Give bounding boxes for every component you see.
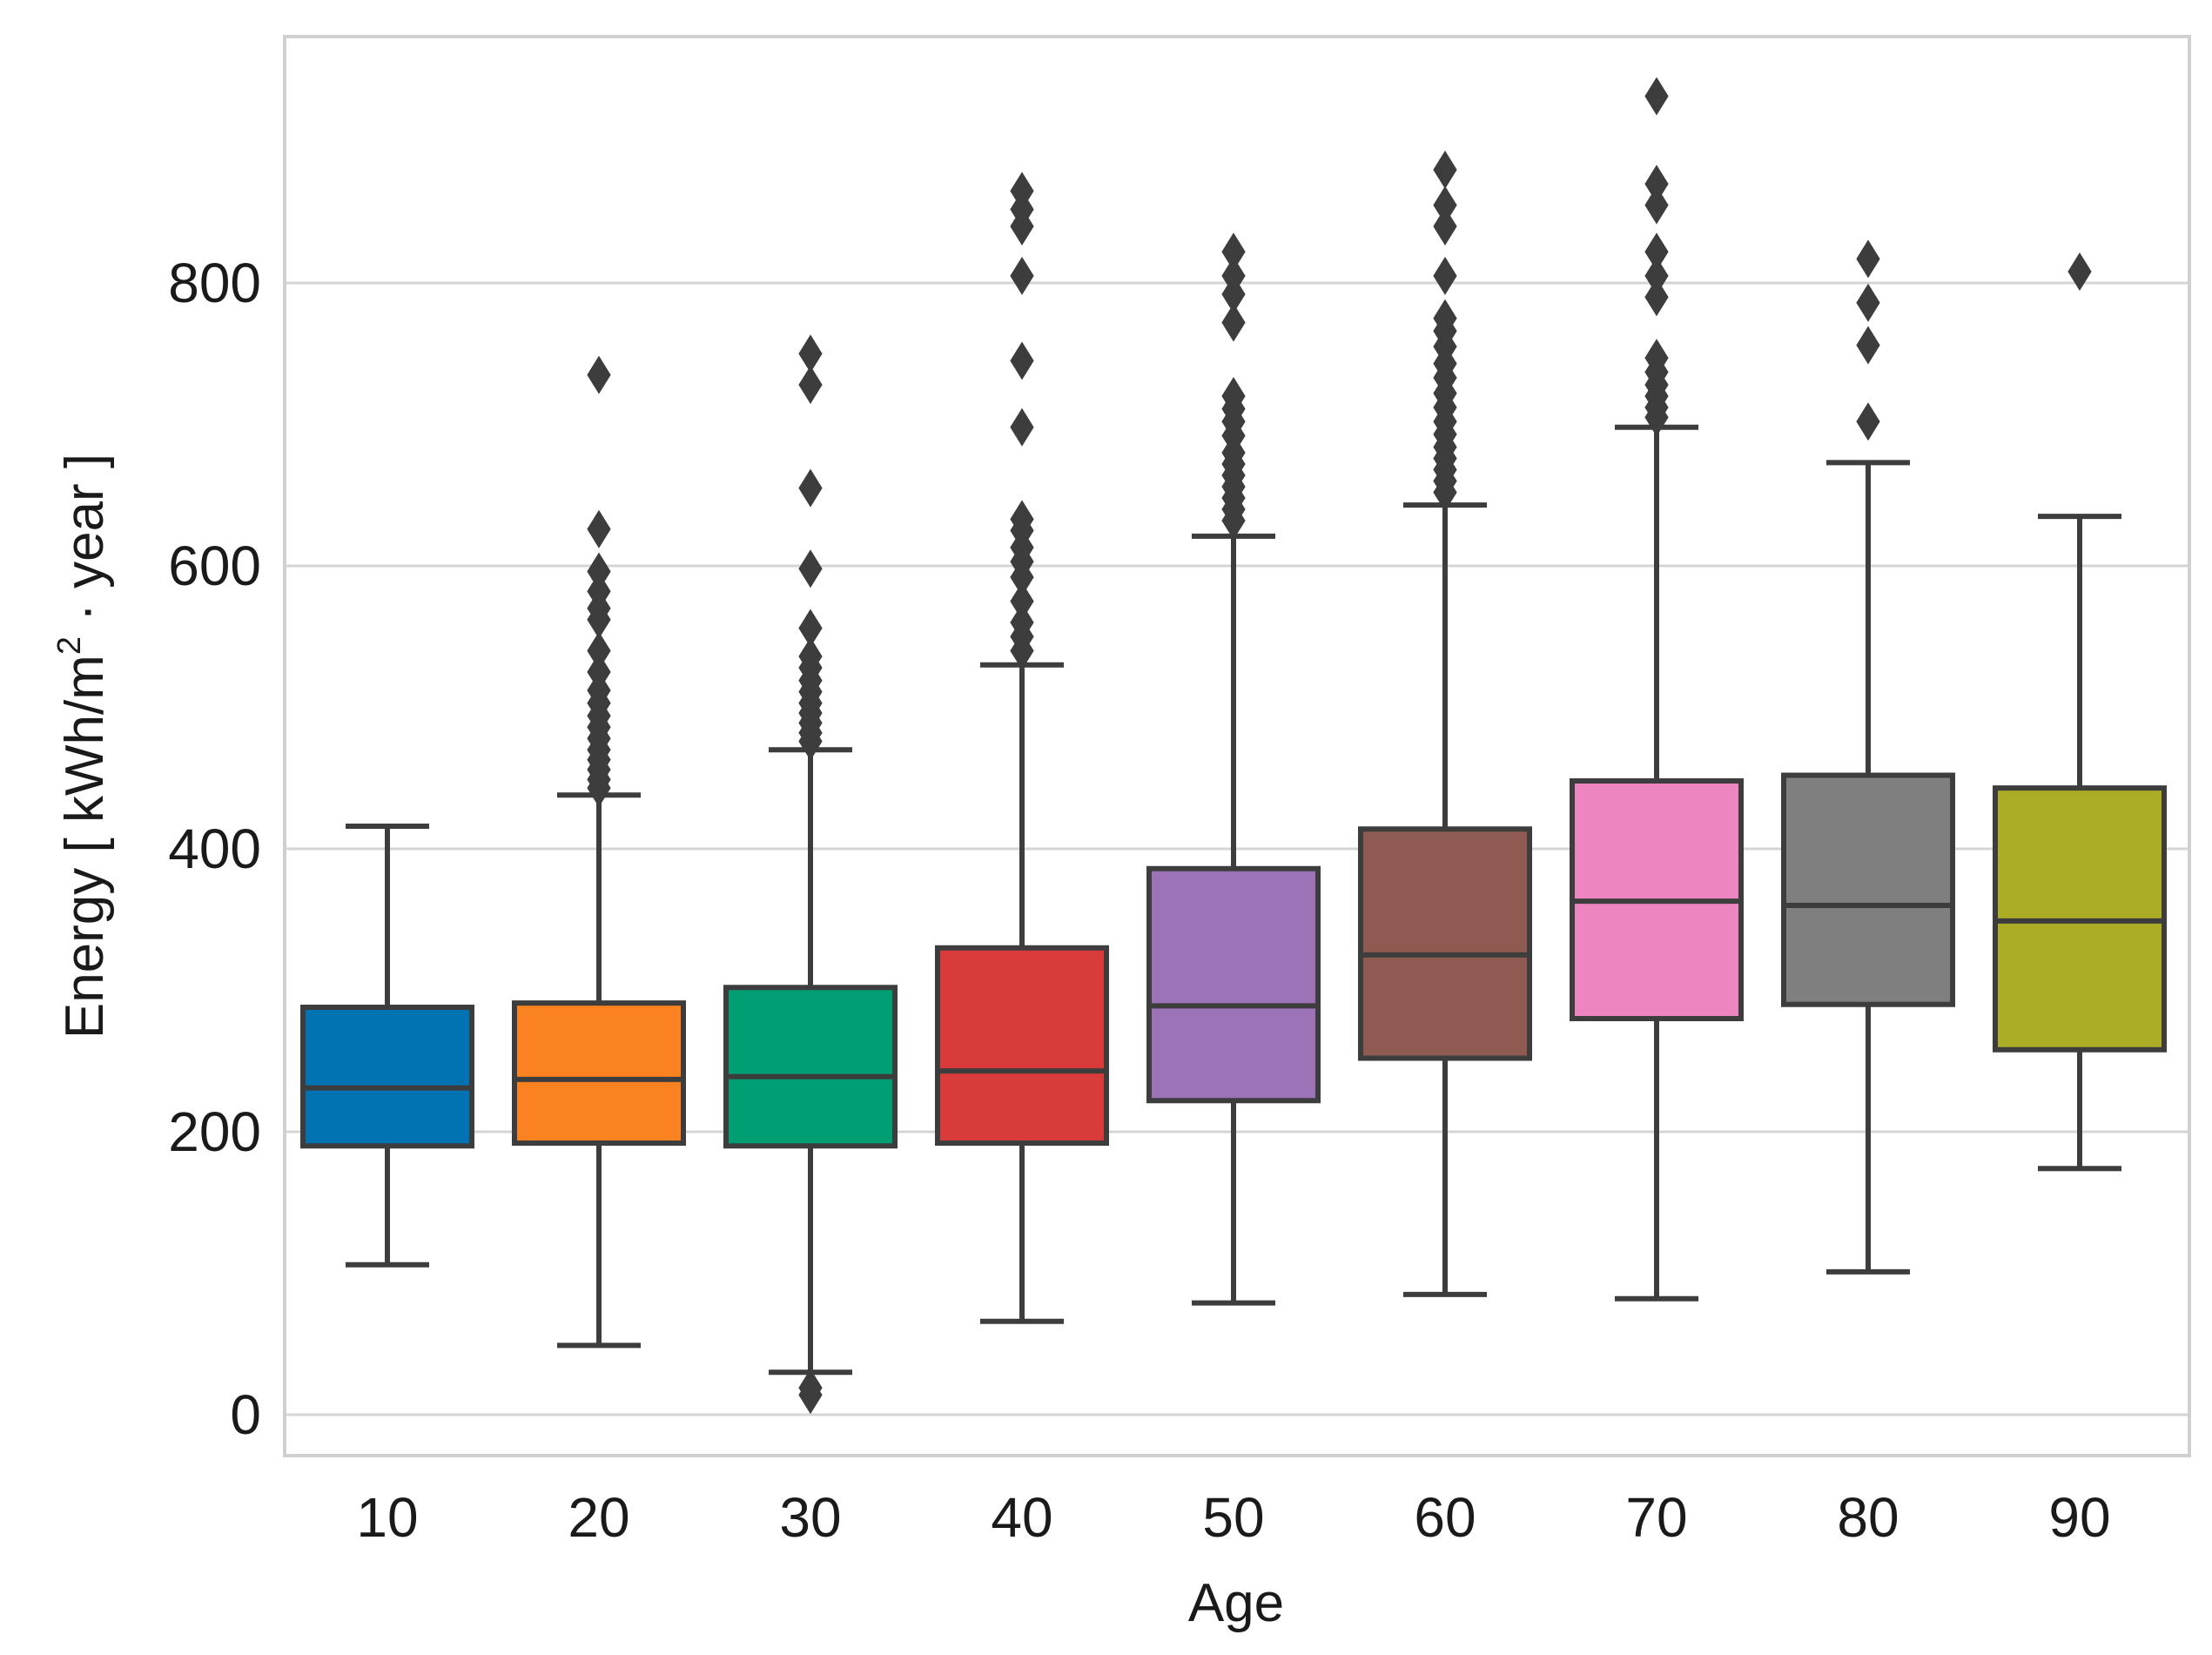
flier-20-16	[587, 509, 611, 548]
flier-40-10	[1010, 341, 1034, 380]
y-tick-label-800: 800	[168, 252, 261, 314]
box-group-80	[1781, 239, 1955, 1275]
box-80	[1781, 772, 1955, 1007]
flier-90-0	[2067, 252, 2092, 291]
x-axis-label: Age	[1188, 1573, 1284, 1633]
flier-60-17	[1433, 151, 1457, 189]
y-axis-label-suffix: · year ]	[55, 454, 115, 636]
flier-40-14	[1010, 172, 1034, 211]
flier-70-6	[1644, 278, 1669, 317]
box-20	[512, 1000, 686, 1146]
x-tick-label-30: 30	[779, 1486, 841, 1549]
flier-20-14	[587, 572, 611, 611]
flier-40-8	[1010, 500, 1034, 539]
box-group-50	[1146, 232, 1321, 1306]
x-tick-label-50: 50	[1202, 1486, 1264, 1549]
box-10	[300, 1005, 474, 1149]
flier-30-14	[798, 366, 823, 404]
flier-80-2	[1856, 283, 1880, 322]
box-group-30	[723, 334, 898, 1415]
flier-20-10	[587, 652, 611, 691]
box-30	[723, 985, 898, 1149]
flier-30-10	[798, 637, 823, 676]
flier-50-14	[1221, 232, 1246, 272]
y-tick-label-600: 600	[168, 535, 261, 597]
flier-70-5	[1644, 339, 1669, 378]
flier-70-8	[1644, 232, 1669, 272]
box-group-90	[1993, 252, 2167, 1172]
x-tick-label-40: 40	[991, 1486, 1052, 1549]
y-tick-labels: 0 200 400 600 800	[168, 252, 261, 1446]
box-group-10	[300, 824, 474, 1268]
flier-20-17	[587, 355, 611, 394]
box-60	[1358, 826, 1532, 1061]
flier-70-7	[1644, 256, 1669, 295]
flier-70-9	[1644, 185, 1669, 225]
y-tick-label-400: 400	[168, 817, 261, 880]
flier-80-3	[1856, 239, 1880, 279]
y-axis-label: Energy [ kWh/m2 · year ]	[51, 454, 115, 1039]
x-tick-label-70: 70	[1625, 1486, 1687, 1549]
flier-40-11	[1010, 256, 1034, 295]
flier-50-13	[1221, 256, 1246, 295]
box-group-70	[1570, 77, 1744, 1302]
flier-80-1	[1856, 326, 1880, 365]
flier-60-16	[1433, 185, 1457, 225]
flier-30-12	[798, 549, 823, 589]
y-axis-label-prefix: Energy [ kWh/m	[55, 655, 115, 1039]
x-tick-label-10: 10	[356, 1486, 418, 1549]
y-tick-label-200: 200	[168, 1100, 261, 1163]
flier-50-11	[1221, 303, 1246, 342]
x-tick-label-80: 80	[1837, 1486, 1899, 1549]
flier-60-13	[1433, 299, 1457, 338]
box-50	[1146, 865, 1321, 1104]
flier-80-0	[1856, 402, 1880, 441]
x-tick-label-90: 90	[2048, 1486, 2110, 1549]
x-tick-label-20: 20	[568, 1486, 629, 1549]
flier-30-15	[798, 334, 823, 373]
flier-50-10	[1221, 377, 1246, 415]
flier-20-15	[587, 552, 611, 591]
flier-30-11	[798, 609, 823, 648]
flier-30-1	[798, 1369, 823, 1408]
box-40	[935, 945, 1109, 1146]
boxes	[300, 77, 2167, 1415]
x-tick-label-60: 60	[1414, 1486, 1476, 1549]
flier-40-9	[1010, 407, 1034, 447]
y-axis-label-superscript: 2	[51, 636, 88, 655]
flier-30-13	[798, 468, 823, 508]
flier-70-11	[1644, 77, 1669, 116]
x-tick-labels: 10 20 30 40 50 60 70 80 90	[356, 1486, 2110, 1549]
flier-20-11	[587, 631, 611, 670]
flier-60-14	[1433, 256, 1457, 295]
flier-60-15	[1433, 207, 1457, 246]
plot-frame	[283, 35, 2191, 1457]
box-group-60	[1358, 151, 1532, 1297]
box-group-20	[512, 355, 686, 1349]
flier-40-3	[1010, 582, 1034, 621]
flier-40-2	[1010, 603, 1034, 642]
flier-70-10	[1644, 165, 1669, 204]
box-group-40	[935, 172, 1109, 1324]
y-tick-label-0: 0	[230, 1383, 261, 1446]
